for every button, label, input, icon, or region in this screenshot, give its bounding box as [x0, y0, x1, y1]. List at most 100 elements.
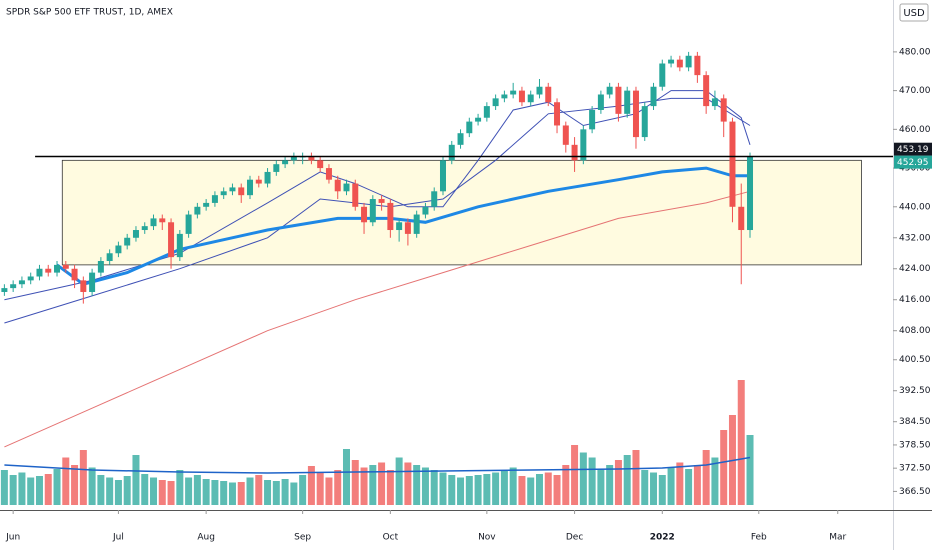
y-tick-label: 460.00 [899, 125, 931, 135]
y-tick-label: 408.00 [899, 326, 931, 336]
volume-bar [307, 466, 315, 505]
candle-body [501, 94, 508, 99]
y-tick-label: 470.00 [899, 86, 931, 96]
candle-body [194, 206, 201, 215]
y-tick-label: 440.00 [899, 202, 931, 212]
candle-body [676, 59, 683, 68]
volume-bar [316, 472, 324, 505]
candle-body [80, 280, 87, 292]
volume-bar [53, 469, 61, 505]
moving-average [4, 90, 751, 301]
volume-bar [228, 482, 236, 505]
volume-bar [193, 475, 201, 505]
volume-bar [272, 481, 280, 505]
candle-body [413, 214, 420, 234]
candle-body [45, 268, 52, 273]
volume-bar [88, 467, 96, 505]
volume-bar [483, 474, 491, 505]
candle-body [71, 268, 78, 281]
volume-bar [211, 480, 219, 505]
candle-body [220, 191, 227, 196]
volume-bar [737, 380, 745, 505]
candle-body [343, 183, 350, 192]
candle-body [510, 90, 517, 95]
candle-body [238, 187, 245, 196]
candle-body [711, 98, 718, 107]
volume-bar [369, 465, 377, 505]
candle-body [115, 245, 122, 254]
volume-bar [395, 457, 403, 505]
x-tick-label: Sep [294, 533, 311, 543]
volume-bar [264, 480, 272, 505]
candle-body [89, 272, 96, 292]
volume-bar [44, 474, 52, 505]
volume-bar [597, 469, 605, 505]
candle-body [685, 55, 692, 68]
volume-bar [290, 482, 298, 505]
candle-body [97, 261, 104, 273]
volume-bar [509, 467, 517, 505]
moving-average [4, 190, 751, 448]
candle-body [264, 171, 271, 184]
x-tick-label: Jul [112, 533, 124, 543]
volume-bar [325, 477, 333, 505]
candle-body [694, 55, 701, 76]
x-tick-label: Feb [751, 533, 767, 543]
candle-body [439, 160, 446, 192]
candle-body [624, 90, 631, 114]
candle-body [255, 179, 262, 184]
candle-body [562, 125, 569, 145]
candle-body [404, 222, 411, 234]
volume-bar [553, 475, 561, 505]
candle-body [729, 121, 736, 207]
candle-body [589, 109, 596, 130]
y-tick-label: 432.00 [899, 233, 931, 243]
volume-bar [176, 470, 184, 505]
volume-bar [535, 474, 543, 505]
volume-bar [439, 472, 447, 505]
volume-bar [35, 476, 43, 505]
volume-bar [237, 482, 245, 505]
volume-bar [360, 467, 368, 505]
candle-body [387, 202, 394, 231]
volume-bar [404, 462, 412, 505]
candle-body [422, 206, 429, 215]
volume-bar [342, 449, 350, 505]
candle-body [606, 86, 613, 95]
candle-body [150, 218, 157, 227]
volume-bar [62, 457, 70, 505]
candle-body [290, 156, 297, 161]
volume-bar [413, 465, 421, 505]
candle-body [475, 117, 482, 122]
candle-body [448, 144, 455, 161]
candle-body [536, 86, 543, 95]
x-tick-label: Dec [566, 533, 583, 543]
candle-body [273, 164, 280, 172]
candle-body [361, 206, 368, 223]
y-tick-label: 480.00 [899, 47, 931, 57]
volume-bar [702, 450, 710, 505]
volume-bar [334, 470, 342, 505]
volume-bar [693, 465, 701, 505]
volume-bar [246, 477, 254, 505]
candle-body [747, 156, 754, 231]
candle-body [466, 121, 473, 134]
volume-bar [167, 481, 175, 505]
candle-body [18, 280, 25, 285]
volume-bar [299, 475, 307, 505]
candle-body [668, 59, 675, 64]
volume-bar [606, 465, 614, 505]
y-tick-label: 378.50 [899, 440, 931, 450]
candle-body [545, 86, 552, 103]
y-tick-label: 424.00 [899, 264, 931, 274]
x-tick-label: Jun [5, 533, 20, 543]
y-tick-label: 392.50 [899, 386, 931, 396]
candle-body [597, 94, 604, 110]
volume-bar [185, 477, 193, 505]
volume-bar [746, 435, 754, 505]
candle-body [352, 183, 359, 207]
candle-body [229, 187, 236, 192]
candle-body [176, 233, 183, 258]
